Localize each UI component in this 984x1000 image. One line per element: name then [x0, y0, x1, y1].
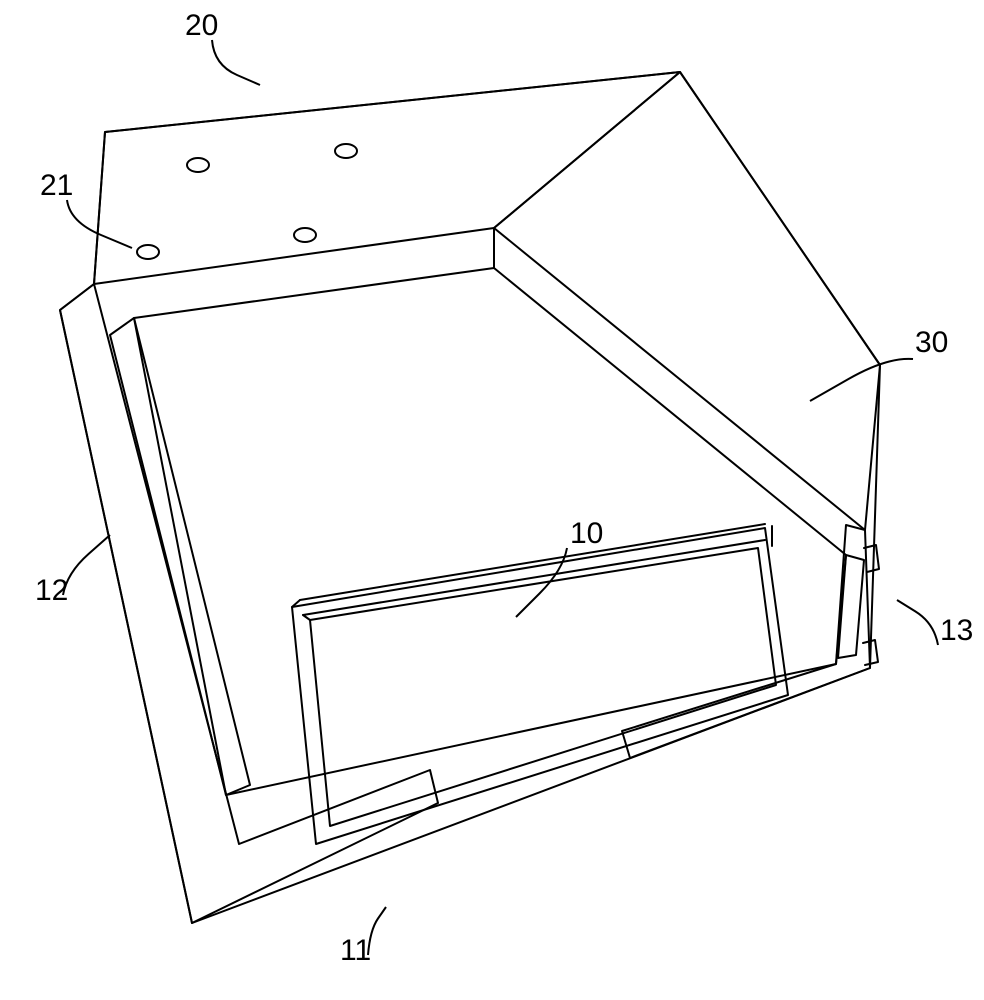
right-panel	[494, 72, 880, 530]
hole-2	[137, 245, 159, 259]
floor-outer	[292, 528, 788, 844]
label-c21: 21	[40, 169, 73, 202]
leader-c30	[810, 359, 913, 401]
label-c20: 20	[185, 9, 218, 42]
technical-diagram: 20 21 30 10 12 13 11	[0, 0, 984, 1000]
left-leg-outer	[60, 284, 438, 923]
label-c10: 10	[570, 517, 603, 550]
hole-1	[335, 144, 357, 158]
label-c30: 30	[915, 326, 948, 359]
shelf-post-left-b	[303, 615, 310, 620]
hole-3	[294, 228, 316, 242]
shelf-bar-top	[300, 524, 765, 600]
top-panel	[94, 72, 680, 284]
leader-c12	[63, 535, 110, 595]
shelf-bar-bottom	[303, 540, 765, 615]
hole-0	[187, 158, 209, 172]
right-leg-outer	[622, 525, 870, 758]
leader-c13	[897, 600, 938, 645]
label-c11: 11	[340, 934, 371, 967]
label-c13: 13	[940, 614, 973, 647]
leader-c20	[212, 40, 260, 85]
label-c12: 12	[35, 574, 68, 607]
